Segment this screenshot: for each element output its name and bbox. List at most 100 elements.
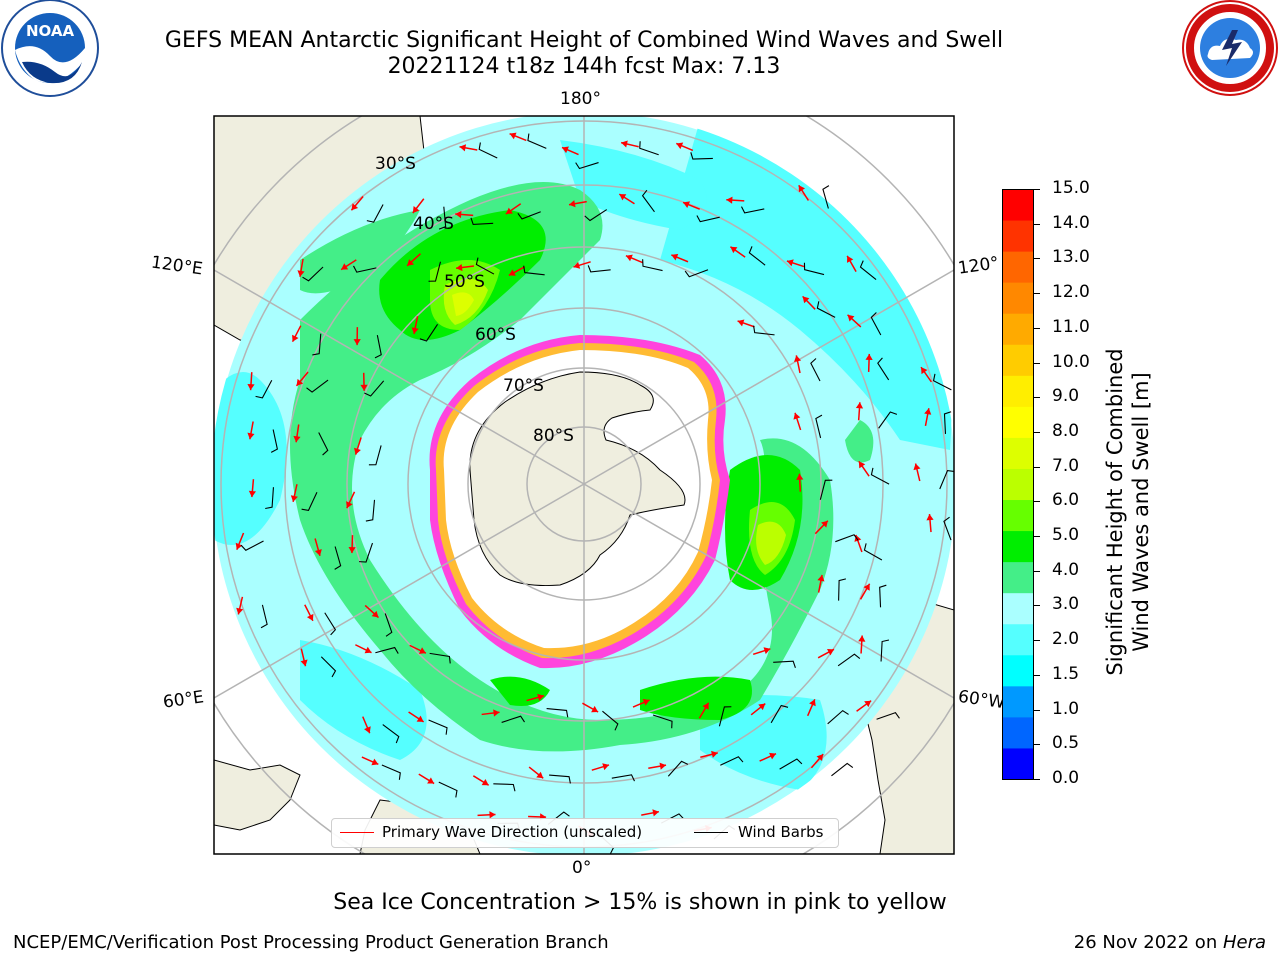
colorbar-segment: [1002, 437, 1034, 470]
colorbar-tick-label: 1.0: [1052, 698, 1080, 719]
wave-arrow-head: [314, 549, 322, 556]
colorbar-label-line1: Significant Height of Combined: [1103, 348, 1127, 676]
colorbar-segment: [1002, 375, 1034, 408]
wave-arrow-head: [642, 699, 650, 706]
wind-barb: [602, 710, 619, 731]
wave-arrow-head: [758, 703, 766, 711]
wind-barb: [863, 543, 883, 561]
wave-arrow-head: [536, 771, 544, 779]
wind-barb: [684, 269, 709, 278]
wind-barb: [517, 211, 541, 220]
wave-arrow-head: [407, 259, 414, 266]
wind-barb: [831, 762, 854, 777]
wave-arrow-head: [247, 383, 255, 391]
colorbar-label: Significant Height of Combined Wind Wave…: [1102, 302, 1154, 722]
wind-barb: [478, 142, 498, 159]
wave-arrow-head: [293, 435, 301, 443]
wind-barb: [364, 380, 385, 397]
wind-barb: [365, 499, 376, 522]
colorbar-tick-mark: [1034, 570, 1040, 572]
lat-label-50s: 50°S: [444, 272, 485, 292]
wave-arrow-head: [371, 610, 379, 618]
wave-arrow-head: [652, 809, 659, 817]
wind-barb: [667, 760, 689, 777]
wave-arrow-head: [921, 367, 928, 375]
colorbar-segment: [1002, 251, 1034, 284]
colorbar-tick-mark: [1034, 189, 1040, 190]
wind-barb: [815, 414, 823, 439]
wave-arrow-head: [855, 402, 864, 409]
lat-label-60s: 60°S: [475, 325, 516, 345]
colorbar-tick-mark: [1034, 779, 1040, 780]
wave-arrow-head: [676, 142, 684, 150]
footer-date: 26 Nov 2022 on Hera: [1074, 932, 1266, 953]
wind-barb: [306, 379, 329, 393]
wind-barb: [879, 584, 887, 608]
colorbar-segment: [1002, 531, 1034, 563]
wave-arrow-head: [817, 574, 825, 582]
wave-arrow-head: [493, 709, 500, 717]
wave-arrow-head: [296, 378, 304, 386]
wind-barb: [270, 429, 278, 453]
map-legend: Primary Wave Direction (unscaled) Wind B…: [331, 818, 839, 848]
wind-barb: [255, 379, 273, 399]
footer-date-text: 26 Nov 2022 on: [1073, 932, 1223, 953]
wave-arrow-head: [306, 613, 314, 621]
wave-arrow-head: [816, 754, 824, 762]
wind-barb: [419, 323, 439, 342]
wave-arrow-head: [793, 412, 801, 420]
wind-barb: [366, 204, 384, 223]
wave-arrow-head: [702, 702, 709, 710]
wave-arrow-head: [346, 501, 353, 509]
wave-arrow-head: [455, 210, 462, 219]
wind-barb: [876, 711, 900, 720]
colorbar-segment: [1002, 655, 1034, 687]
colorbar-segment: [1002, 717, 1034, 749]
wind-barb: [575, 162, 599, 170]
wave-arrow-head: [360, 384, 368, 391]
map-frame: [213, 115, 955, 855]
wind-barb: [374, 335, 382, 359]
wind-barb: [835, 534, 859, 543]
wind-barb: [611, 774, 635, 782]
wind-barb: [493, 783, 516, 792]
wave-arrow-head: [364, 726, 371, 734]
wave-arrow-head: [625, 254, 633, 262]
wind-barb: [741, 206, 765, 214]
meridian-lines: [214, 116, 954, 854]
wind-barb: [837, 653, 861, 667]
noaa-logo: NOAA: [1, 0, 99, 97]
wave-arrow-head: [341, 263, 349, 270]
wind-barb: [641, 189, 655, 213]
wave-arrow-head: [711, 750, 718, 758]
wave-arrow-head: [292, 334, 299, 342]
colorbar-tick-mark: [1034, 501, 1040, 503]
wave-arrow-head: [348, 546, 356, 554]
wave-direction-legend-label: Primary Wave Direction (unscaled): [382, 823, 643, 841]
wind-barb: [312, 333, 322, 356]
colorbar-tick-mark: [1034, 223, 1040, 225]
wind-barb: [384, 613, 393, 637]
wave-arrow-head: [602, 763, 610, 771]
wave-arrow-head: [573, 261, 581, 269]
wind-barb: [320, 656, 337, 678]
wind-barb: [475, 257, 495, 275]
colorbar-tick-mark: [1034, 258, 1040, 260]
wave-arrow-head: [786, 259, 794, 267]
wave-arrow-head: [561, 146, 569, 154]
colorbar-tick-label: 3.0: [1052, 594, 1080, 615]
colorbar-tick-label: 6.0: [1052, 490, 1080, 511]
wind-barb: [375, 646, 399, 654]
wave-arrow-head: [863, 583, 870, 591]
lat-label-30s: 30°S: [375, 154, 416, 174]
wave-arrow-head: [508, 269, 516, 276]
wave-arrow-head: [235, 542, 243, 550]
wind-barb: [587, 265, 611, 273]
wind-barbs-legend-label: Wind Barbs: [738, 823, 824, 841]
wind-barb-swatch: [694, 832, 728, 833]
wind-barb: [470, 217, 494, 226]
wind-barb: [773, 660, 796, 669]
wind-barb: [428, 719, 448, 735]
colorbar-segment: [1002, 562, 1034, 594]
colorbar-segment: [1002, 686, 1034, 718]
